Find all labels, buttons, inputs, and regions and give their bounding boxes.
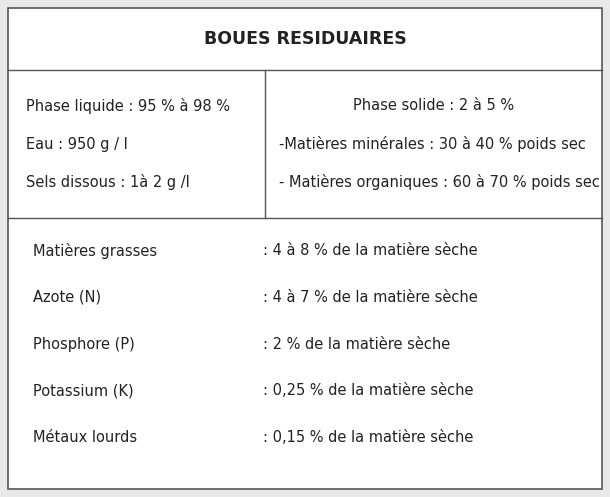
Text: : 2 % de la matière sèche: : 2 % de la matière sèche (264, 336, 451, 352)
Text: BOUES RESIDUAIRES: BOUES RESIDUAIRES (204, 30, 406, 48)
Text: - Matières organiques : 60 à 70 % poids sec: - Matières organiques : 60 à 70 % poids … (279, 174, 600, 190)
Text: : 4 à 7 % de la matière sèche: : 4 à 7 % de la matière sèche (264, 290, 478, 305)
Text: Phosphore (P): Phosphore (P) (33, 336, 135, 352)
Text: Eau : 950 g / l: Eau : 950 g / l (26, 137, 127, 152)
Text: Phase liquide : 95 % à 98 %: Phase liquide : 95 % à 98 % (26, 97, 230, 113)
Text: -Matières minérales : 30 à 40 % poids sec: -Matières minérales : 30 à 40 % poids se… (279, 136, 586, 152)
Text: Potassium (K): Potassium (K) (33, 383, 134, 399)
Text: : 0,25 % de la matière sèche: : 0,25 % de la matière sèche (264, 383, 474, 399)
Text: Azote (N): Azote (N) (33, 290, 101, 305)
Text: Métaux lourds: Métaux lourds (33, 430, 137, 445)
Text: Sels dissous : 1à 2 g /l: Sels dissous : 1à 2 g /l (26, 174, 190, 190)
FancyBboxPatch shape (8, 8, 602, 489)
Text: : 0,15 % de la matière sèche: : 0,15 % de la matière sèche (264, 430, 474, 445)
Text: : 4 à 8 % de la matière sèche: : 4 à 8 % de la matière sèche (264, 243, 478, 258)
Text: Phase solide : 2 à 5 %: Phase solide : 2 à 5 % (353, 98, 514, 113)
Text: Matières grasses: Matières grasses (33, 243, 157, 259)
